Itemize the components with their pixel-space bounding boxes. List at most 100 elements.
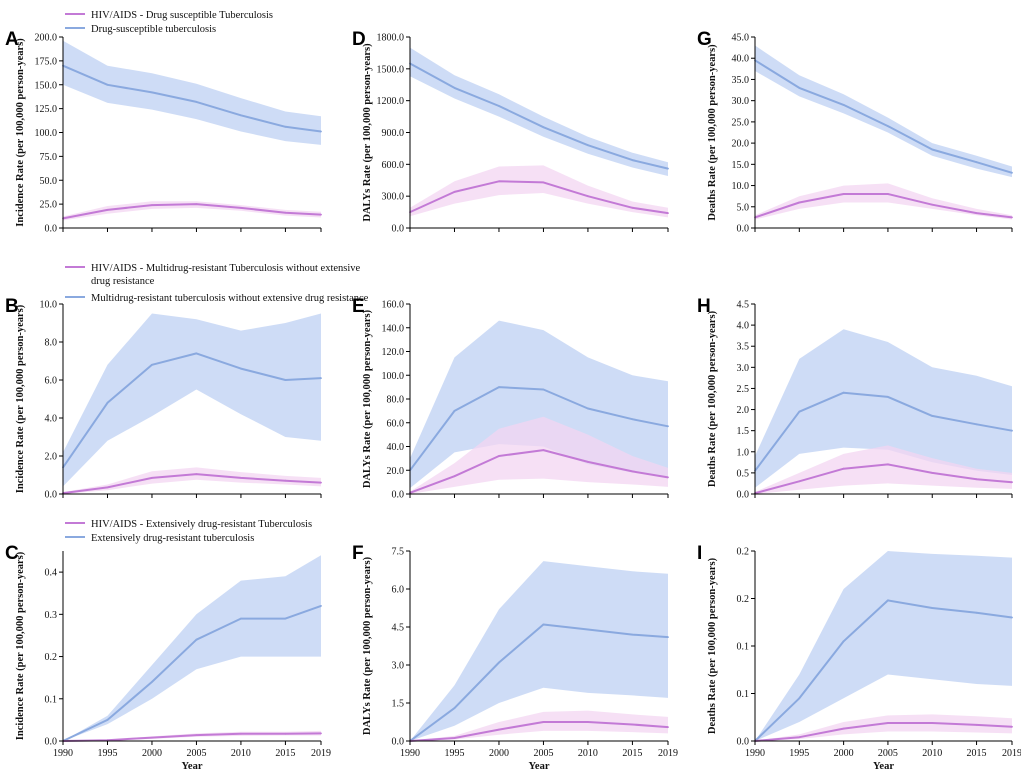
chart-panel-G: G 0.0 5.0 10.0 15.0 20.0 25.0 30.0 35.0 40.0 45.0 D… xyxy=(697,29,1013,235)
data-point xyxy=(887,125,889,127)
data-point xyxy=(195,473,198,475)
y-tick-label: 10.0 xyxy=(732,181,750,192)
data-point xyxy=(667,425,669,428)
chart-panel-B: B 0.0 2.0 4.0 6.0 8.0 10.0 Incidence Rate (per … xyxy=(5,296,322,501)
data-point xyxy=(667,636,669,638)
data-point xyxy=(587,461,589,463)
data-point xyxy=(542,181,545,184)
data-point xyxy=(453,475,456,478)
x-tick-label: 2000 xyxy=(834,748,854,759)
y-tick-label: 50.0 xyxy=(40,176,58,187)
data-point xyxy=(842,640,845,643)
data-point xyxy=(106,486,109,489)
y-tick-label: 0.1 xyxy=(45,694,58,705)
data-point xyxy=(542,388,545,391)
legend-2: HIV/AIDS - Multidrug-resistant Tuberculo… xyxy=(65,263,369,304)
data-point xyxy=(195,638,198,641)
y-tick-label: 60.0 xyxy=(387,418,405,429)
chart-panel-H: H 0.0 0.5 1.0 1.5 2.0 2.5 3.0 3.5 4.0 4.5 Deaths Ra… xyxy=(697,296,1013,501)
chart-panel-F: F 0.0 1.5 3.0 4.5 6.0 7.5 1990 1995 2000 2005 2010 2… xyxy=(352,543,678,772)
y-tick-label: 300.0 xyxy=(382,192,405,203)
x-tick-label: 2005 xyxy=(533,748,553,759)
data-point xyxy=(195,352,198,355)
y-tick-label: 1.0 xyxy=(737,447,750,458)
data-point xyxy=(667,167,669,170)
y-tick-label: 0.2 xyxy=(45,652,58,663)
data-point xyxy=(931,607,934,609)
x-tick-label: 2005 xyxy=(878,748,898,759)
chart-panel-E: E 0.0 20.0 40.0 60.0 80.0 100.0 120.0 140.0 160.0… xyxy=(352,296,669,501)
data-point xyxy=(931,722,934,724)
y-tick-label: 3.0 xyxy=(737,363,750,374)
data-point xyxy=(842,193,845,195)
y-tick-label: 3.5 xyxy=(737,342,750,353)
y-axis-title: Incidence Rate (per 100,000 person-years… xyxy=(15,304,26,493)
data-point xyxy=(320,732,322,735)
uncertainty-band-blue xyxy=(63,313,321,487)
data-point xyxy=(887,463,889,466)
data-point xyxy=(240,732,242,735)
legend-blue-label: Multidrug-resistant tuberculosis without… xyxy=(91,293,369,304)
y-tick-label: 0.3 xyxy=(45,610,58,621)
y-tick-label: 20.0 xyxy=(732,139,750,150)
data-point xyxy=(631,723,634,726)
legend-pink-label: HIV/AIDS - Drug susceptible Tuberculosis xyxy=(91,10,273,21)
data-point xyxy=(498,661,500,664)
data-point xyxy=(320,130,322,133)
y-tick-label: 3.0 xyxy=(392,661,405,672)
data-point xyxy=(284,211,287,214)
data-point xyxy=(240,367,242,370)
data-point xyxy=(587,628,589,631)
data-point xyxy=(284,732,287,735)
uncertainty-band-blue xyxy=(755,329,1012,488)
y-tick-label: 10.0 xyxy=(40,300,58,311)
y-axis-title: DALYs Rate (per 100,000 person-years) xyxy=(362,556,373,735)
x-tick-label: 1990 xyxy=(400,748,420,759)
y-tick-label: 25.0 xyxy=(732,117,750,128)
data-point xyxy=(542,449,545,451)
data-point xyxy=(798,87,801,89)
panel-label-H: H xyxy=(697,296,711,317)
data-point xyxy=(542,126,545,129)
y-tick-label: 0.0 xyxy=(737,737,750,748)
y-tick-label: 0.2 xyxy=(737,594,750,605)
data-point xyxy=(106,209,109,211)
y-tick-label: 600.0 xyxy=(382,160,405,171)
data-point xyxy=(631,418,634,421)
y-tick-label: 200.0 xyxy=(35,33,58,44)
y-tick-label: 80.0 xyxy=(387,395,405,406)
uncertainty-band-pink xyxy=(63,467,321,494)
y-tick-label: 4.0 xyxy=(737,321,750,332)
x-tick-label: 2000 xyxy=(489,748,509,759)
data-point xyxy=(1011,481,1013,484)
data-point xyxy=(587,195,589,198)
data-point xyxy=(284,379,287,381)
uncertainty-band-blue xyxy=(63,40,321,145)
data-point xyxy=(798,480,801,483)
legend-blue-label: Drug-susceptible tuberculosis xyxy=(91,24,216,35)
data-point xyxy=(1011,171,1013,174)
y-tick-label: 900.0 xyxy=(382,128,405,139)
x-tick-label: 2010 xyxy=(578,748,598,759)
data-point xyxy=(798,410,801,413)
uncertainty-band-pink xyxy=(410,416,668,494)
data-point xyxy=(106,83,109,86)
y-tick-label: 0.0 xyxy=(392,490,405,501)
y-tick-label: 100.0 xyxy=(35,128,58,139)
data-point xyxy=(106,719,109,721)
data-point xyxy=(284,617,287,620)
y-tick-label: 0.1 xyxy=(737,689,750,700)
data-point xyxy=(887,599,889,602)
uncertainty-band-pink xyxy=(755,183,1012,220)
y-tick-label: 175.0 xyxy=(35,56,58,67)
data-point xyxy=(195,101,198,103)
y-tick-label: 1800.0 xyxy=(377,33,405,44)
y-axis-title: Deaths Rate (per 100,000 person-years) xyxy=(707,557,718,734)
y-tick-label: 1500.0 xyxy=(377,64,405,75)
data-point xyxy=(151,477,153,479)
y-tick-label: 1.5 xyxy=(737,426,750,437)
data-point xyxy=(975,611,978,614)
data-point xyxy=(240,114,242,117)
legend-3: HIV/AIDS - Extensively drug-resistant Tu… xyxy=(65,519,312,544)
legend-pink-label: HIV/AIDS - Multidrug-resistant Tuberculo… xyxy=(91,263,361,287)
